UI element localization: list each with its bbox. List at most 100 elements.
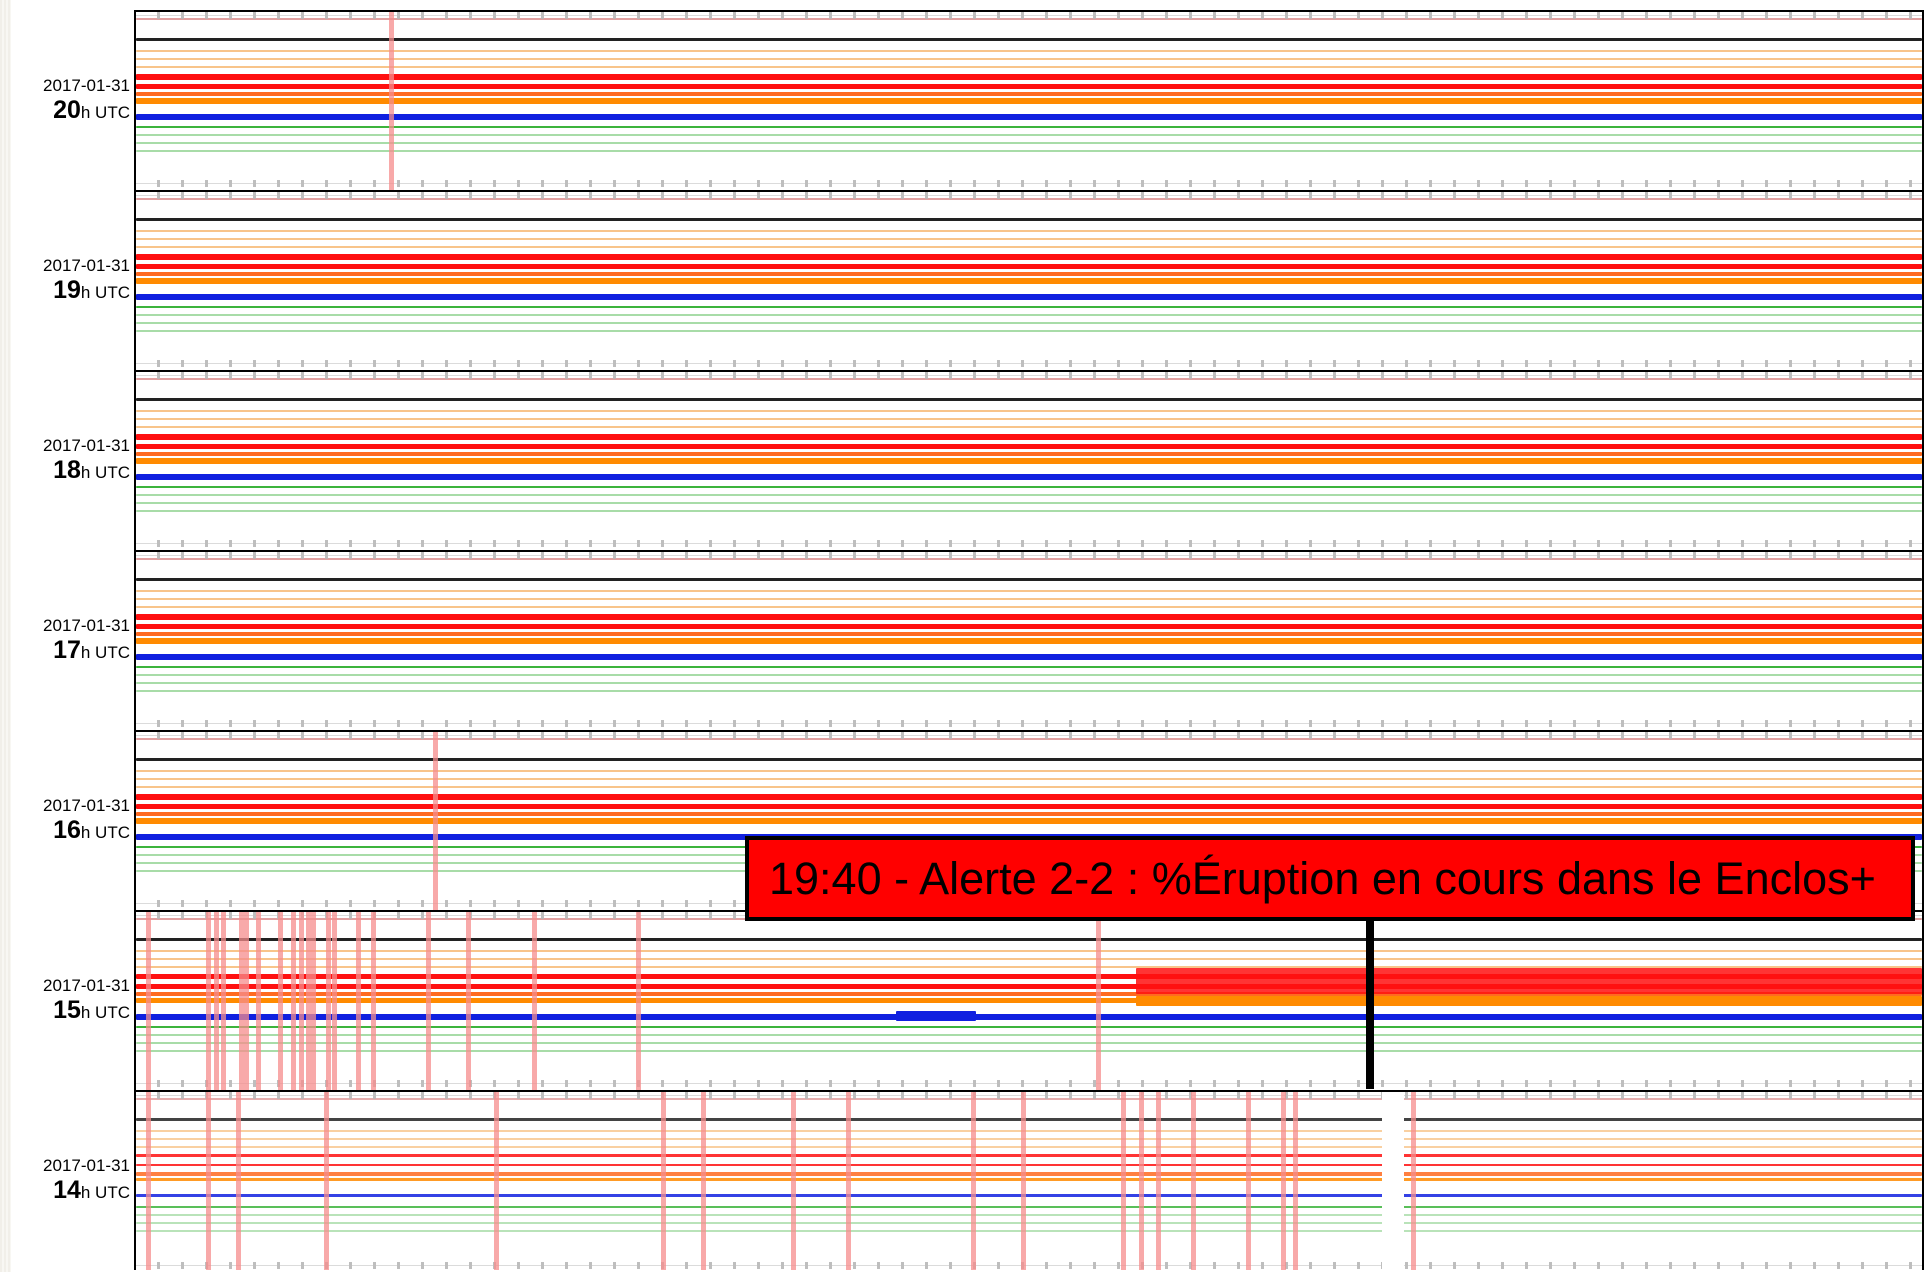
green-light-trace <box>136 134 1922 136</box>
top-pink-trace <box>136 198 1922 200</box>
red-trace <box>136 1154 1922 1157</box>
row-label-19: 2017-01-31 19h UTC <box>14 256 130 308</box>
event-spike <box>971 1092 976 1270</box>
red-orange-trace <box>136 992 1922 996</box>
green-light-trace <box>136 1042 1922 1044</box>
event-spike <box>532 912 537 1090</box>
event-spike <box>1139 1092 1144 1270</box>
row-date: 2017-01-31 <box>43 616 130 635</box>
orange-light-trace <box>136 246 1922 248</box>
black-trace <box>136 1118 1922 1121</box>
orange-trace <box>136 278 1922 284</box>
row-hour-unit: h UTC <box>80 643 130 662</box>
event-spike <box>306 912 311 1090</box>
row-hour-number: 19 <box>53 276 81 304</box>
event-spike <box>466 912 471 1090</box>
event-spike <box>356 912 361 1090</box>
event-spike <box>1411 1092 1416 1270</box>
red-trace <box>136 1164 1922 1166</box>
blue-trace <box>136 654 1922 660</box>
row-label-16: 2017-01-31 16h UTC <box>14 796 130 848</box>
orange-light-trace <box>136 66 1922 68</box>
row-label-14: 2017-01-31 14h UTC <box>14 1156 130 1208</box>
row-hour-number: 18 <box>53 456 81 484</box>
green-trace <box>136 306 1922 308</box>
event-spike <box>278 912 283 1090</box>
tick-row-top <box>136 372 1922 379</box>
alert-pointer-line <box>1366 921 1374 1089</box>
data-gap <box>1382 1092 1404 1270</box>
blue-trace <box>136 294 1922 300</box>
row-date: 2017-01-31 <box>43 976 130 995</box>
red-trace <box>136 264 1922 269</box>
event-spike <box>433 732 438 910</box>
row-hour-unit: h UTC <box>80 283 130 302</box>
green-light-trace <box>136 1214 1922 1216</box>
event-spike <box>214 912 219 1090</box>
red-trace <box>136 794 1922 800</box>
hour-panel-19 <box>136 192 1922 372</box>
orange-trace <box>136 998 1922 1003</box>
orange-light-trace <box>136 58 1922 60</box>
red-trace <box>136 624 1922 629</box>
row-hour: 20h UTC <box>14 96 130 128</box>
orange-trace <box>136 638 1922 644</box>
red-trace <box>136 434 1922 440</box>
red-trace <box>136 74 1922 80</box>
green-light-trace <box>136 682 1922 684</box>
eruption-alert-banner[interactable]: 19:40 - Alerte 2-2 : %Éruption en cours … <box>745 836 1915 921</box>
red-trace <box>136 984 1922 989</box>
event-spike <box>1156 1092 1161 1270</box>
event-spike <box>1246 1092 1251 1270</box>
orange-trace <box>136 98 1922 104</box>
orange-light-trace <box>136 426 1922 428</box>
green-light-trace <box>136 330 1922 332</box>
row-hour: 19h UTC <box>14 276 130 308</box>
event-spike <box>636 912 641 1090</box>
black-trace <box>136 938 1922 941</box>
black-trace <box>136 38 1922 41</box>
orange-light-trace <box>136 966 1922 968</box>
orange-light-trace <box>136 590 1922 592</box>
tick-row-bottom <box>136 720 1922 727</box>
orange-light-trace <box>136 950 1922 952</box>
row-label-17: 2017-01-31 17h UTC <box>14 616 130 668</box>
orange-trace <box>136 1178 1922 1181</box>
row-hour-unit: h UTC <box>80 1003 130 1022</box>
event-spike <box>371 912 376 1090</box>
row-hour-unit: h UTC <box>80 463 130 482</box>
green-light-trace <box>136 502 1922 504</box>
red-trace <box>136 444 1922 449</box>
green-light-trace <box>136 1050 1922 1052</box>
tick-row-bottom <box>136 1080 1922 1087</box>
red-orange-trace <box>136 632 1922 636</box>
alert-text: 19:40 - Alerte 2-2 : %Éruption en cours … <box>769 853 1876 904</box>
top-pink-trace <box>136 738 1922 740</box>
event-spike <box>426 912 431 1090</box>
red-trace <box>136 614 1922 620</box>
row-hour-number: 14 <box>53 1176 81 1204</box>
orange-light-trace <box>136 1146 1922 1148</box>
event-spike <box>701 1092 706 1270</box>
green-light-trace <box>136 314 1922 316</box>
row-label-15: 2017-01-31 15h UTC <box>14 976 130 1028</box>
row-hour-unit: h UTC <box>80 823 130 842</box>
event-spike <box>324 1092 329 1270</box>
event-spike <box>1293 1092 1298 1270</box>
green-trace <box>136 126 1922 128</box>
top-pink-trace <box>136 378 1922 380</box>
green-light-trace <box>136 150 1922 152</box>
blue-trace <box>136 114 1922 120</box>
green-light-trace <box>136 1034 1922 1036</box>
tick-row-bottom <box>136 1262 1922 1269</box>
red-orange-trace <box>136 272 1922 276</box>
green-light-trace <box>136 510 1922 512</box>
orange-light-trace <box>136 1138 1922 1140</box>
event-spike <box>221 912 226 1090</box>
row-hour-number: 17 <box>53 636 81 664</box>
hour-panel-14 <box>136 1092 1922 1270</box>
tick-row-top <box>136 1092 1922 1099</box>
black-trace <box>136 398 1922 401</box>
event-spike <box>236 1092 241 1270</box>
seismogram-plot <box>134 10 1924 1270</box>
